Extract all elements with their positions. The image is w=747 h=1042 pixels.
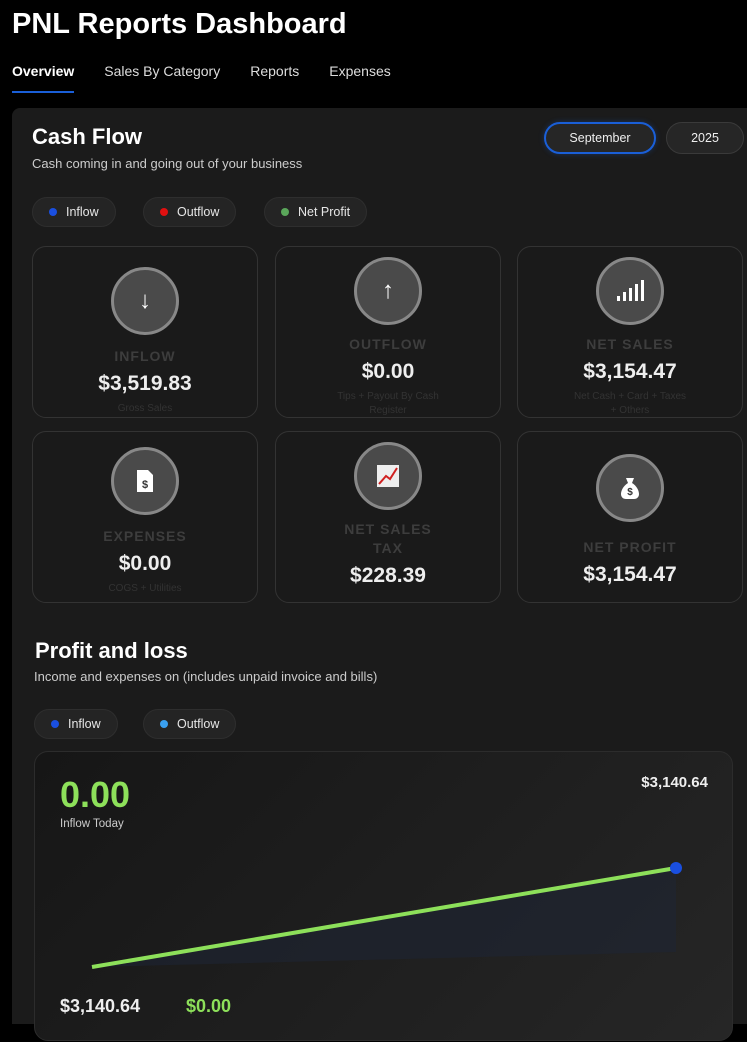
card-label: NET SALES TAX bbox=[344, 521, 432, 556]
page-title: PNL Reports Dashboard bbox=[12, 8, 347, 40]
card-value: $3,154.47 bbox=[583, 563, 677, 586]
legend-inflow[interactable]: Inflow bbox=[32, 197, 116, 227]
net-profit-dot bbox=[281, 208, 289, 216]
legend-label: Inflow bbox=[68, 717, 101, 731]
cash-flow-panel: Cash Flow Cash coming in and going out o… bbox=[12, 108, 747, 620]
year-select[interactable]: 2025 bbox=[666, 122, 744, 154]
bottom-left-value: $3,140.64 bbox=[60, 996, 141, 1016]
legend-label: Net Profit bbox=[298, 205, 351, 219]
card-outflow[interactable]: ↑ OUTFLOW $0.00 Tips + Payout By Cash Re… bbox=[275, 246, 501, 418]
card-inflow[interactable]: ↓ INFLOW $3,519.83 Gross Sales bbox=[32, 246, 258, 418]
inflow-today-value: 0.00 bbox=[60, 774, 131, 815]
money-bag-icon: $ bbox=[596, 454, 664, 522]
inflow-dot bbox=[51, 720, 59, 728]
card-note: Tips + Payout By Cash Register bbox=[337, 391, 439, 416]
card-label: EXPENSES bbox=[103, 528, 187, 544]
card-value: $228.39 bbox=[350, 564, 426, 587]
card-note: Gross Sales bbox=[117, 403, 173, 414]
card-net-profit[interactable]: $ NET PROFIT $3,154.47 bbox=[517, 431, 743, 603]
card-net-sales[interactable]: NET SALES $3,154.47 Net Cash + Card + Ta… bbox=[517, 246, 743, 418]
pnl-subtitle: Income and expenses on (includes unpaid … bbox=[34, 669, 378, 684]
tab-sales-by-category[interactable]: Sales By Category bbox=[104, 63, 221, 79]
outflow-dot bbox=[160, 720, 168, 728]
cash-flow-subtitle: Cash coming in and going out of your bus… bbox=[32, 156, 303, 171]
card-note: COGS + Utilities bbox=[108, 583, 182, 594]
legend-outflow[interactable]: Outflow bbox=[143, 197, 237, 227]
tab-expenses[interactable]: Expenses bbox=[329, 63, 391, 79]
inflow-line bbox=[91, 866, 677, 969]
tab-reports[interactable]: Reports bbox=[250, 63, 300, 79]
card-value: $0.00 bbox=[118, 552, 172, 575]
invoice-dollar-icon: $ bbox=[111, 447, 179, 515]
legend-net-profit[interactable]: Net Profit bbox=[264, 197, 368, 227]
card-note: Net Cash + Card + Taxes + Others bbox=[573, 391, 687, 416]
pnl-legend-inflow[interactable]: Inflow bbox=[34, 709, 118, 739]
card-label: NET PROFIT bbox=[583, 539, 677, 555]
cash-flow-title: Cash Flow bbox=[32, 124, 143, 149]
legend-label: Outflow bbox=[177, 717, 220, 731]
month-select[interactable]: September bbox=[544, 122, 656, 154]
pnl-line-chart bbox=[91, 862, 682, 969]
card-label: OUTFLOW bbox=[349, 336, 427, 352]
end-point[interactable] bbox=[670, 862, 682, 874]
tab-overview[interactable]: Overview bbox=[12, 63, 75, 93]
inflow-today-label: Inflow Today bbox=[60, 818, 124, 830]
card-expenses[interactable]: $ EXPENSES $0.00 COGS + Utilities bbox=[32, 431, 258, 603]
svg-text:$: $ bbox=[627, 487, 633, 498]
card-label: NET SALES bbox=[586, 336, 674, 352]
chart-increasing-icon bbox=[354, 442, 422, 510]
svg-text:$: $ bbox=[142, 479, 148, 491]
legend-label: Inflow bbox=[66, 205, 99, 219]
tab-bar: Overview Sales By Category Reports Expen… bbox=[12, 63, 391, 93]
card-value: $3,154.47 bbox=[583, 360, 677, 383]
card-value: $3,519.83 bbox=[98, 372, 192, 395]
signal-bars-icon bbox=[596, 257, 664, 325]
bottom-green-value: $0.00 bbox=[186, 996, 232, 1016]
top-right-value: $3,140.64 bbox=[641, 774, 708, 791]
inflow-dot bbox=[49, 208, 57, 216]
legend-label: Outflow bbox=[177, 205, 220, 219]
pnl-legend-outflow[interactable]: Outflow bbox=[143, 709, 237, 739]
outflow-dot bbox=[160, 208, 168, 216]
arrow-up-icon: ↑ bbox=[354, 257, 422, 325]
card-label: INFLOW bbox=[114, 348, 176, 364]
arrow-down-icon: ↓ bbox=[111, 267, 179, 335]
pnl-title: Profit and loss bbox=[35, 638, 188, 663]
pnl-chart-card: 0.00 Inflow Today $3,140.64 $3,140.64 $0… bbox=[34, 751, 733, 1041]
card-net-sales-tax[interactable]: NET SALES TAX $228.39 bbox=[275, 431, 501, 603]
card-value: $0.00 bbox=[361, 360, 415, 383]
